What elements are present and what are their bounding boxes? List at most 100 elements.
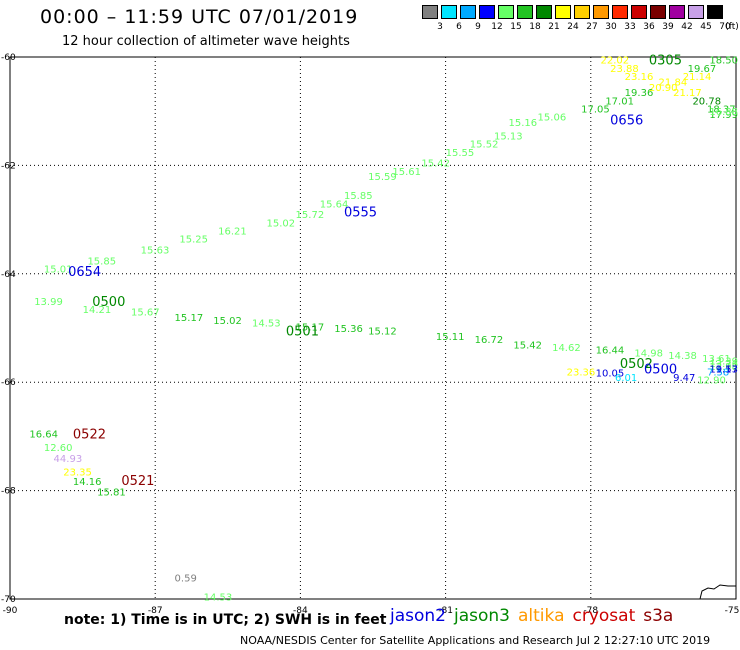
- swh-reading: 23.35: [63, 468, 92, 479]
- legend-swatch: [612, 5, 628, 19]
- swh-reading: 0.59: [175, 573, 197, 584]
- swh-reading: 15.02: [267, 218, 296, 229]
- legend-swatch: [536, 5, 552, 19]
- legend-label: 33: [624, 22, 636, 32]
- swh-reading: 14.62: [552, 343, 581, 354]
- pass-time-label: 0305: [649, 54, 682, 69]
- longitude-label: -87: [148, 606, 163, 616]
- satellite-legend: jason2 jason3 altika cryosat s3a: [390, 606, 681, 626]
- legend-label: 18: [529, 22, 541, 32]
- swh-reading: 11.53: [709, 365, 738, 376]
- legend-label: 15: [510, 22, 522, 32]
- pass-time-label: 0522: [73, 428, 106, 443]
- swh-reading: 15.01: [44, 264, 73, 275]
- legend-swatch: [631, 5, 647, 19]
- swh-reading: 19.67: [688, 64, 717, 75]
- latitude-label: -60: [1, 53, 16, 63]
- coastline: [699, 584, 736, 600]
- swh-reading: 15.36: [334, 324, 363, 335]
- swh-reading: 19.36: [625, 88, 654, 99]
- swh-reading: 14.98: [634, 348, 663, 359]
- legend-label: 30: [605, 22, 617, 32]
- pass-time-label: 0656: [610, 113, 643, 128]
- latitude-labels: -60 -62 -64 -66 -68 -70: [1, 53, 16, 605]
- swh-reading: 15.17: [175, 313, 204, 324]
- longitude-label: -78: [583, 606, 598, 616]
- swh-reading: 21.14: [683, 72, 712, 83]
- swh-reading: 15.85: [344, 191, 373, 202]
- swh-reading: 15.06: [538, 113, 567, 124]
- map-footer: NOAA/NESDIS Center for Satellite Applica…: [240, 634, 711, 647]
- pass-time-label: 0502: [620, 357, 653, 372]
- legend-label: 36: [643, 22, 655, 32]
- latitude-label: -68: [1, 487, 16, 497]
- swh-reading: 14.38: [668, 351, 697, 362]
- swh-reading: 9.17: [716, 365, 738, 376]
- swh-reading: 20.90: [649, 83, 678, 94]
- swh-reading: 15.42: [513, 340, 542, 351]
- pass-time-label: 0500: [92, 295, 125, 310]
- swh-reading: 15.11: [436, 332, 465, 343]
- legend-label: 24: [567, 22, 579, 32]
- graticule-grid: [10, 57, 736, 599]
- swh-reading: 16.44: [596, 346, 625, 357]
- swh-reading: 15.16: [509, 118, 538, 129]
- legend-swatch: [422, 5, 438, 19]
- longitude-label: -81: [438, 606, 453, 616]
- legend-label: 21: [548, 22, 560, 32]
- swh-reading: 13.61: [702, 354, 731, 365]
- swh-reading: 18.50: [709, 56, 738, 67]
- latitude-label: -62: [1, 161, 16, 171]
- swh-reading: 18.37: [707, 104, 736, 115]
- swh-reading: 16.21: [218, 226, 247, 237]
- swh-reading: 15.25: [179, 235, 208, 246]
- legend-swatch: [555, 5, 571, 19]
- swh-reading: 14.21: [83, 305, 112, 316]
- swh-reading: 16.72: [475, 335, 504, 346]
- longitude-label: -84: [293, 606, 308, 616]
- swh-reading: 12.60: [44, 443, 73, 454]
- swh-reading: 21.17: [673, 88, 702, 99]
- swh-reading: 23.36: [567, 367, 596, 378]
- legend-swatch: [517, 5, 533, 19]
- satellite-legend-item: jason3: [454, 606, 510, 626]
- legend-label: 27: [586, 22, 598, 32]
- swh-reading: 22.02: [600, 56, 629, 67]
- satellite-legend-item: s3a: [643, 606, 674, 626]
- longitude-label: -75: [725, 606, 740, 616]
- swh-reading: 15.61: [392, 167, 421, 178]
- pass-time-label: 0521: [121, 474, 154, 489]
- swh-reading: 15.72: [296, 210, 325, 221]
- swh-reading: 7.58: [707, 367, 729, 378]
- swh-reading: 15.12: [368, 327, 397, 338]
- longitude-labels: -90 -87 -84 -81 -78 -75: [3, 606, 740, 616]
- swh-reading: 15.64: [320, 199, 349, 210]
- pass-time-label: 0555: [344, 205, 377, 220]
- legend-swatch: [650, 5, 666, 19]
- legend-swatch: [707, 5, 723, 19]
- map-subtitle: 12 hour collection of altimeter wave hei…: [62, 34, 350, 49]
- swh-reading: 13.76: [709, 359, 738, 370]
- pass-time-label: 0501: [286, 325, 319, 340]
- legend-swatch: [574, 5, 590, 19]
- legend-swatch: [593, 5, 609, 19]
- swh-reading: 15.02: [213, 316, 242, 327]
- swh-reading: 15.55: [446, 148, 475, 159]
- swh-reading: 14.16: [73, 477, 102, 488]
- swh-reading: 23.16: [625, 72, 654, 83]
- swh-reading: 9.47: [673, 373, 695, 384]
- legend-label: 70: [719, 22, 731, 32]
- swh-reading: 16.88: [709, 107, 738, 118]
- legend-label: 3: [437, 22, 443, 32]
- swh-reading: 15.59: [368, 172, 397, 183]
- swh-reading: 15.63: [141, 245, 170, 256]
- swh-reading: 15.81: [97, 488, 126, 499]
- swh-reading: 17.01: [605, 96, 634, 107]
- legend-label: 9: [475, 22, 481, 32]
- swh-reading: 12.90: [697, 375, 726, 386]
- pass-time-label: 0500: [644, 363, 677, 378]
- legend-unit: (ft): [725, 22, 739, 32]
- legend-label: 39: [662, 22, 674, 32]
- latitude-label: -70: [1, 595, 16, 605]
